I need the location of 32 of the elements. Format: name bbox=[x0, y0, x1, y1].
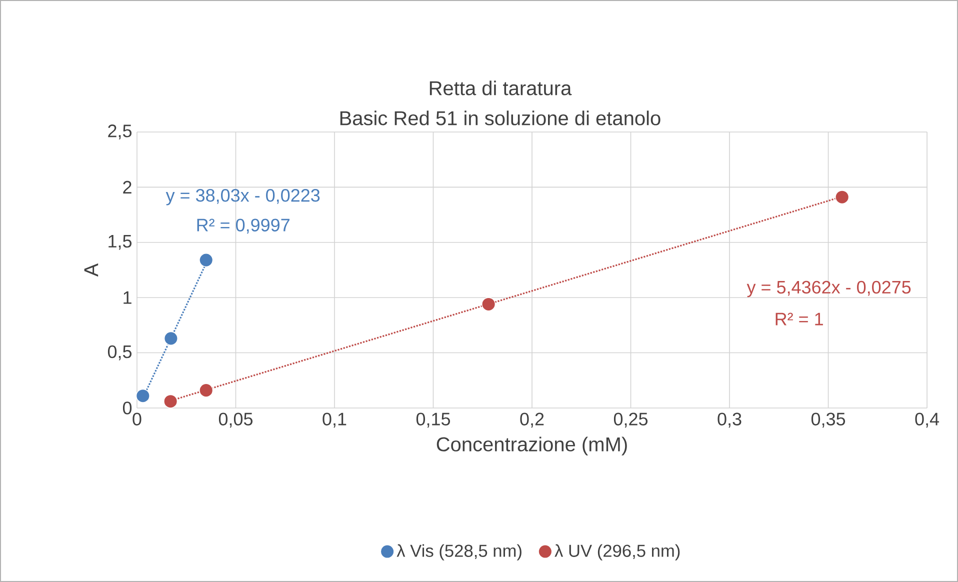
y-tick-label: 2,5 bbox=[108, 124, 132, 140]
y-axis-title: A bbox=[84, 263, 98, 277]
x-tick-label: 0,2 bbox=[520, 412, 544, 428]
legend-label: λ UV (296,5 nm) bbox=[554, 544, 680, 560]
y-tick-label: 0,5 bbox=[108, 345, 132, 360]
x-tick-label: 0,4 bbox=[915, 412, 940, 428]
chart-subtitle: Basic Red 51 in soluzione di etanolo bbox=[340, 110, 660, 126]
point bbox=[199, 383, 214, 398]
y-tick-label: 1 bbox=[124, 291, 132, 304]
chart-title: Retta di taratura bbox=[430, 80, 572, 96]
point bbox=[136, 388, 150, 403]
annotation: R² = 0,9997 bbox=[197, 218, 290, 234]
legend-label: λ Vis (528,5 nm) bbox=[396, 544, 522, 560]
y-tick-label: 0 bbox=[122, 402, 132, 414]
x-tick-label: 0,35 bbox=[811, 412, 846, 428]
point bbox=[835, 190, 850, 204]
annotation: y = 5,4362x - 0,0275 bbox=[746, 280, 911, 298]
x-tick-label: 0 bbox=[132, 412, 142, 426]
point bbox=[199, 252, 214, 268]
x-tick-label: 0,05 bbox=[218, 412, 253, 428]
x-tick-label: 0,25 bbox=[614, 412, 648, 428]
point bbox=[164, 331, 178, 346]
annotation: y = 38,03x - 0,0223 bbox=[166, 189, 320, 206]
y-tick-label: 1,5 bbox=[108, 235, 132, 250]
x-axis-title: Concentrazione (mM) bbox=[436, 436, 627, 456]
annotation: R² = 1 bbox=[776, 312, 823, 326]
y-tick-label: 2 bbox=[123, 180, 132, 194]
x-tick-label: 0,15 bbox=[416, 412, 450, 428]
point bbox=[163, 394, 178, 408]
x-tick-label: 0,1 bbox=[322, 412, 346, 428]
point bbox=[481, 297, 496, 312]
x-tick-label: 0,3 bbox=[718, 412, 742, 428]
